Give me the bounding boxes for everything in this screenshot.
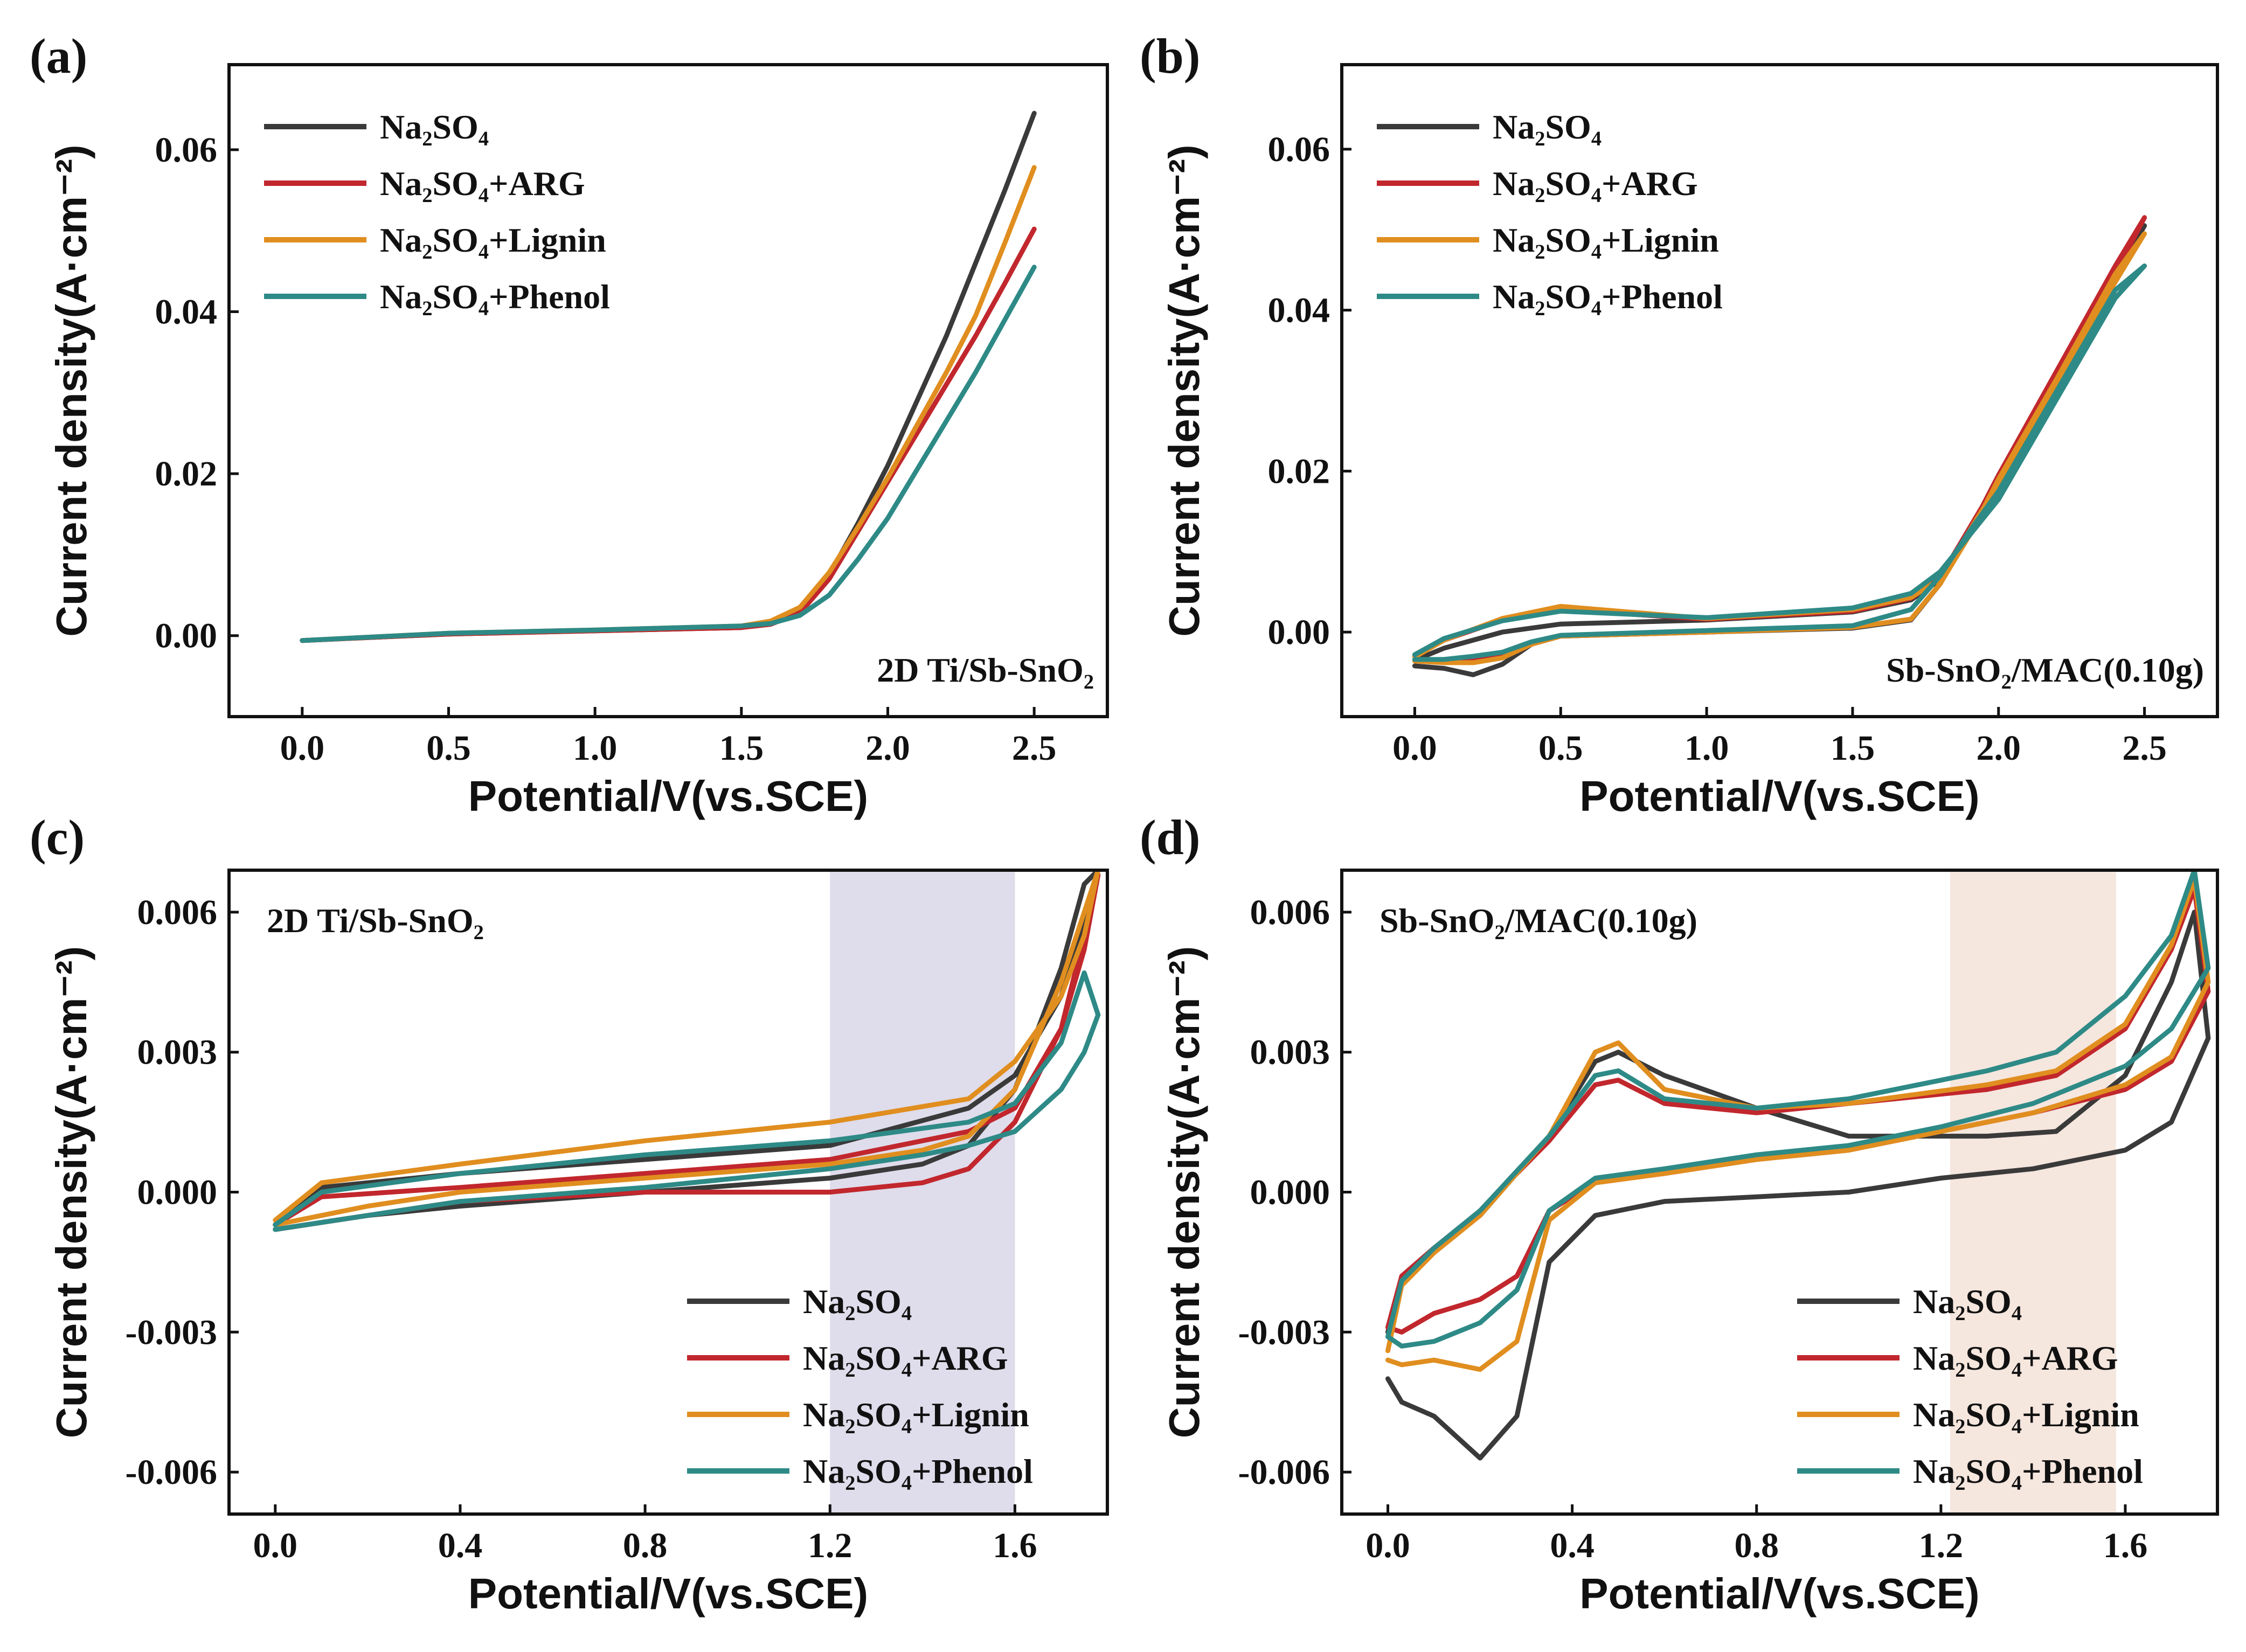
x-tick-label: 1.6 [993, 1526, 1037, 1565]
x-tick-label: 2.0 [865, 728, 910, 768]
y-tick-label: 0.04 [155, 292, 218, 331]
x-axis-title: Potential/V(vs.SCE) [468, 1570, 868, 1618]
series-line-phenol [1385, 870, 2211, 1349]
x-tick-label: 0.5 [426, 728, 471, 768]
legend: Na₂SO₄ Na₂SO₄+ARG Na₂SO₄+Lignin Na₂SO₄+Phen… [1797, 1282, 2143, 1490]
y-axis-title: Current density(A·cm⁻²) [1160, 144, 1208, 636]
series-line-lignin [273, 870, 1101, 1227]
y-tick-label: 0.003 [1250, 1033, 1330, 1072]
x-tick-label: 1.2 [1919, 1526, 1964, 1565]
legend-label-arg: Na₂SO₄+ARG [1913, 1339, 2118, 1377]
legend: Na₂SO₄ Na₂SO₄+ARG Na₂SO₄+Lignin Na₂SO₄+Phen… [264, 108, 610, 316]
x-tick-label: 0.0 [1392, 728, 1437, 768]
legend-label-lignin: Na₂SO₄+Lignin [380, 221, 606, 259]
y-tick-label: 0.06 [1268, 130, 1330, 169]
x-tick-label: 1.0 [1684, 728, 1729, 768]
legend-label-na2so4: Na₂SO₄ [1913, 1282, 2022, 1321]
y-axis-title: Current density(A·cm⁻²) [47, 144, 95, 636]
x-tick-label: 0.0 [280, 728, 325, 768]
x-tick-label: 2.5 [1012, 728, 1057, 768]
x-tick-label: 0.5 [1538, 728, 1583, 768]
y-tick-label: 0.006 [1250, 893, 1330, 932]
panel-label: (a) [30, 29, 87, 84]
series-line-phenol [1412, 263, 2147, 662]
panel-c: 0.0 0.4 0.8 1.2 1.6 -0.006 -0.003 0.000 0.003 0.0… [30, 810, 1109, 1618]
x-tick-label: 1.5 [1831, 728, 1875, 768]
panel-label: (d) [1140, 810, 1200, 865]
sample-annotation: Sb-SnO₂/MAC(0.10g) [1380, 901, 1697, 940]
highlight-band [1950, 870, 2116, 1514]
y-tick-label: 0.00 [1268, 613, 1330, 652]
x-tick-label: 0.0 [1365, 1526, 1410, 1565]
x-tick-label: 0.8 [623, 1526, 668, 1565]
y-tick-label: 0.006 [137, 893, 218, 932]
legend-label-phenol: Na₂SO₄+Phenol [1913, 1452, 2143, 1490]
legend-label-arg: Na₂SO₄+ARG [380, 164, 585, 203]
x-tick-label: 0.8 [1734, 1526, 1779, 1565]
legend: Na₂SO₄ Na₂SO₄+ARG Na₂SO₄+Lignin Na₂SO₄+Phen… [1377, 108, 1723, 316]
x-tick-label: 1.0 [573, 728, 618, 768]
legend-label-na2so4: Na₂SO₄ [1493, 108, 1602, 146]
legend-label-na2so4: Na₂SO₄ [380, 108, 489, 146]
legend-label-lignin: Na₂SO₄+Lignin [1913, 1396, 2139, 1434]
x-tick-label: 0.4 [1550, 1526, 1595, 1565]
series-line-phenol [300, 265, 1037, 643]
legend-label-na2so4: Na₂SO₄ [803, 1282, 912, 1321]
x-tick-label: 0.0 [253, 1526, 298, 1565]
y-tick-label: -0.003 [126, 1313, 217, 1352]
legend-label-lignin: Na₂SO₄+Lignin [1493, 221, 1719, 259]
y-axis-title: Current density(A·cm⁻²) [1160, 946, 1208, 1438]
legend: Na₂SO₄ Na₂SO₄+ARG Na₂SO₄+Lignin Na₂SO₄+Phen… [687, 1282, 1033, 1490]
x-tick-label: 0.4 [438, 1526, 483, 1565]
y-axis-title: Current density(A·cm⁻²) [47, 946, 95, 1438]
y-tick-label: -0.006 [126, 1453, 217, 1492]
panel-label: (c) [30, 810, 85, 865]
x-tick-label: 2.5 [2122, 728, 2167, 768]
x-axis-title: Potential/V(vs.SCE) [468, 772, 868, 820]
legend-label-phenol: Na₂SO₄+Phenol [803, 1452, 1033, 1490]
plot-frame [1340, 63, 2219, 718]
y-tick-label: 0.04 [1268, 291, 1330, 330]
panel-b: 0.0 0.5 1.0 1.5 2.0 2.5 0.00 0.02 0.04 0.06 Potent… [1140, 29, 2219, 820]
y-tick-label: 0.02 [1268, 452, 1330, 491]
legend-label-phenol: Na₂SO₄+Phenol [1493, 277, 1723, 316]
x-tick-label: 1.6 [2103, 1526, 2148, 1565]
panel-label: (b) [1140, 29, 1200, 84]
sample-annotation: 2D Ti/Sb-SnO₂ [877, 651, 1094, 689]
y-tick-label: 0.02 [155, 454, 218, 494]
y-tick-label: 0.003 [137, 1033, 218, 1072]
legend-label-lignin: Na₂SO₄+Lignin [803, 1396, 1029, 1434]
legend-label-arg: Na₂SO₄+ARG [1493, 164, 1698, 203]
y-tick-label: -0.006 [1238, 1453, 1330, 1492]
x-tick-label: 2.0 [1977, 728, 2021, 768]
plot-frame [227, 63, 1109, 718]
series-line-phenol [273, 970, 1101, 1232]
panel-d: 0.0 0.4 0.8 1.2 1.6 -0.006 -0.003 0.000 0.003 0.0… [1140, 810, 2219, 1618]
x-axis-title: Potential/V(vs.SCE) [1579, 1570, 1979, 1618]
y-tick-label: 0.000 [137, 1173, 218, 1212]
x-axis-title: Potential/V(vs.SCE) [1579, 772, 1979, 820]
y-tick-label: 0.000 [1250, 1173, 1330, 1212]
legend-label-arg: Na₂SO₄+ARG [803, 1339, 1008, 1377]
sample-annotation: 2D Ti/Sb-SnO₂ [267, 901, 484, 940]
y-tick-label: -0.003 [1238, 1313, 1330, 1352]
highlight-band [830, 870, 1015, 1514]
x-tick-label: 1.5 [719, 728, 764, 768]
legend-label-phenol: Na₂SO₄+Phenol [380, 277, 610, 316]
sample-annotation: Sb-SnO₂/MAC(0.10g) [1886, 651, 2204, 689]
x-tick-label: 1.2 [808, 1526, 852, 1565]
y-tick-label: 0.00 [155, 616, 218, 656]
y-tick-label: 0.06 [155, 130, 218, 170]
panel-a: 0.0 0.5 1.0 1.5 2.0 2.5 0.00 0.02 0.04 0.06 Potent… [30, 29, 1109, 820]
